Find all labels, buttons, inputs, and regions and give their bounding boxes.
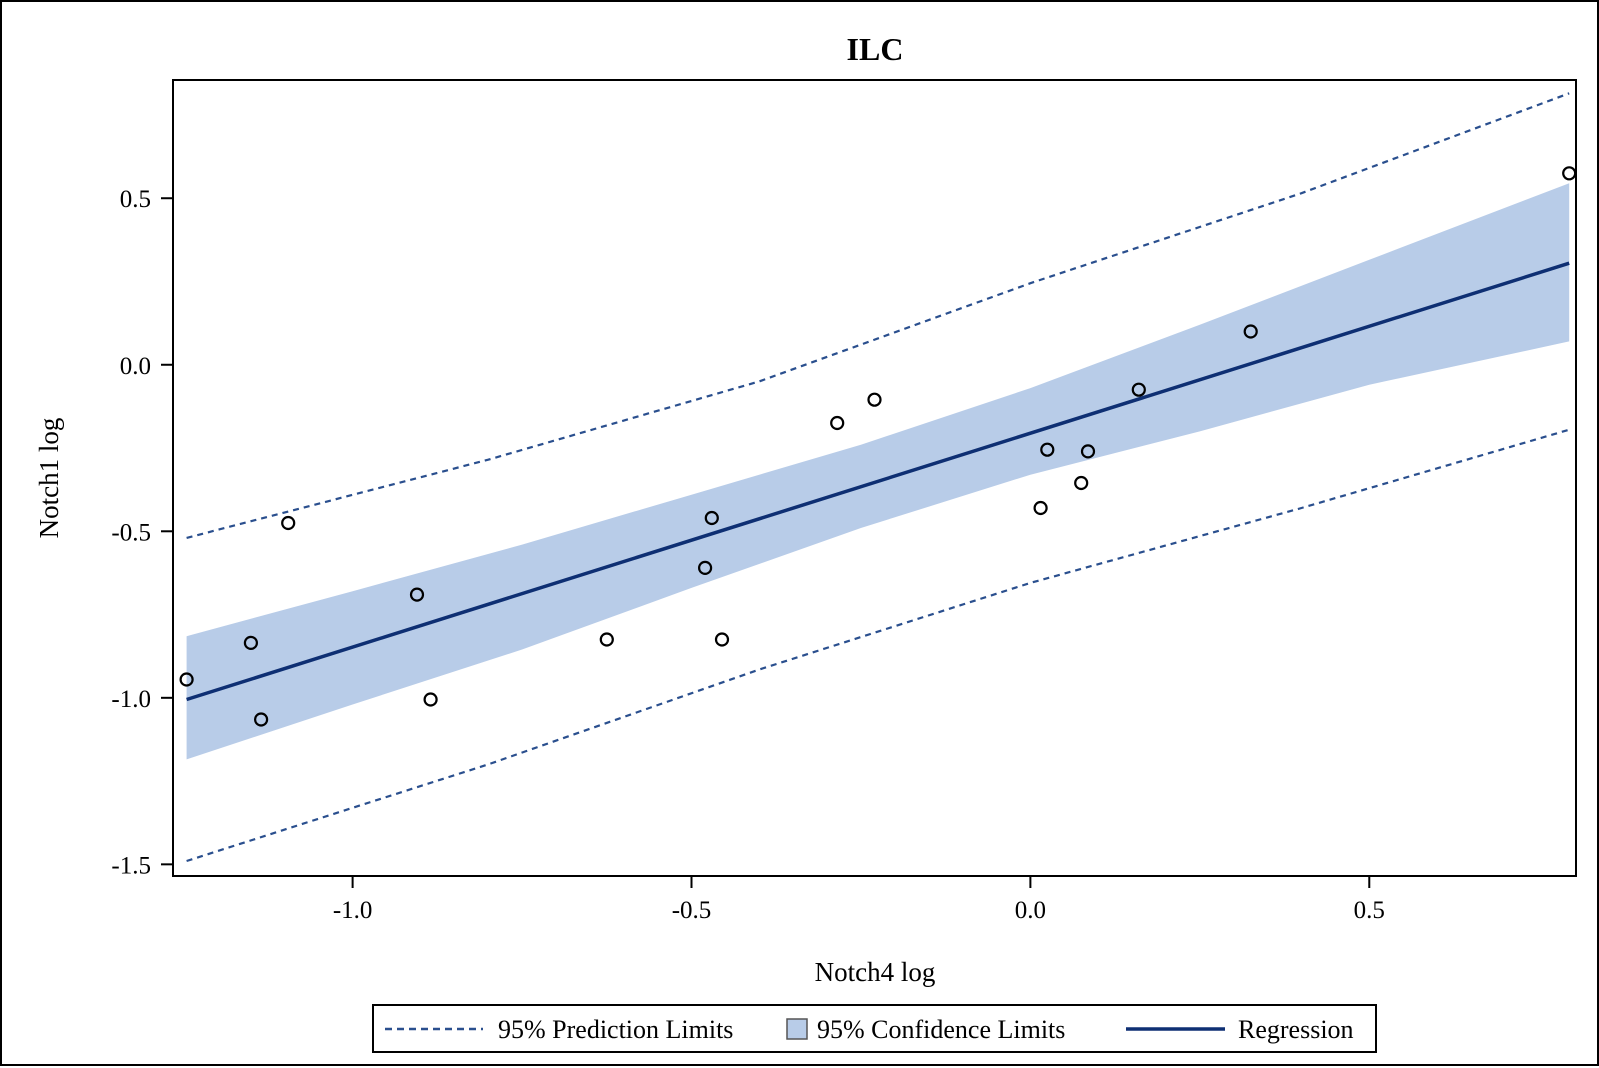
data-point [1074,475,1089,491]
y-axis-label: Notch1 log [34,418,64,539]
x-tick-label: 0.0 [1015,897,1046,924]
x-tick-label: -1.0 [333,897,373,924]
y-tick-label: -1.5 [111,852,151,879]
data-point [254,712,269,727]
chart-title: ILC [847,31,904,67]
x-tick-label: 0.5 [1354,897,1385,924]
data-point [1040,442,1055,457]
legend: 95% Prediction Limits 95% Confidence Lim… [372,1004,1377,1053]
data-point [697,560,713,576]
plot-area [179,92,1576,863]
data-point [1131,382,1146,397]
data-point [1243,324,1258,339]
y-tick-label: -1.0 [111,686,151,713]
y-tick-label: 0.0 [120,353,151,380]
prediction-limit-upper [186,92,1570,539]
data-point [830,415,845,431]
confidence-band [186,183,1570,760]
data-point [179,672,194,687]
regression-line [186,261,1570,702]
data-point [1033,500,1048,516]
legend-confidence-label: 95% Confidence Limits [817,1015,1065,1044]
data-point [1562,166,1576,181]
y-tick-label: -0.5 [111,519,151,546]
data-point [423,692,438,707]
data-point [409,587,425,602]
legend-regression-label: Regression [1238,1015,1354,1044]
legend-prediction-label: 95% Prediction Limits [498,1015,733,1044]
axes: -1.0 -0.5 0.0 0.5 -1.5 -1.0 -0.5 0.0 0.5 [111,186,1384,924]
x-tick-label: -0.5 [672,897,712,924]
x-axis-label: Notch4 log [815,957,936,987]
y-tick-label: 0.5 [120,186,151,213]
data-point [243,635,258,651]
data-point [867,392,882,407]
data-point [1080,444,1096,459]
data-point [704,510,719,526]
data-point [714,632,730,647]
plot-border [172,79,1577,877]
data-point [599,632,614,647]
data-point [281,515,296,531]
legend-confidence-swatch [786,1018,808,1040]
